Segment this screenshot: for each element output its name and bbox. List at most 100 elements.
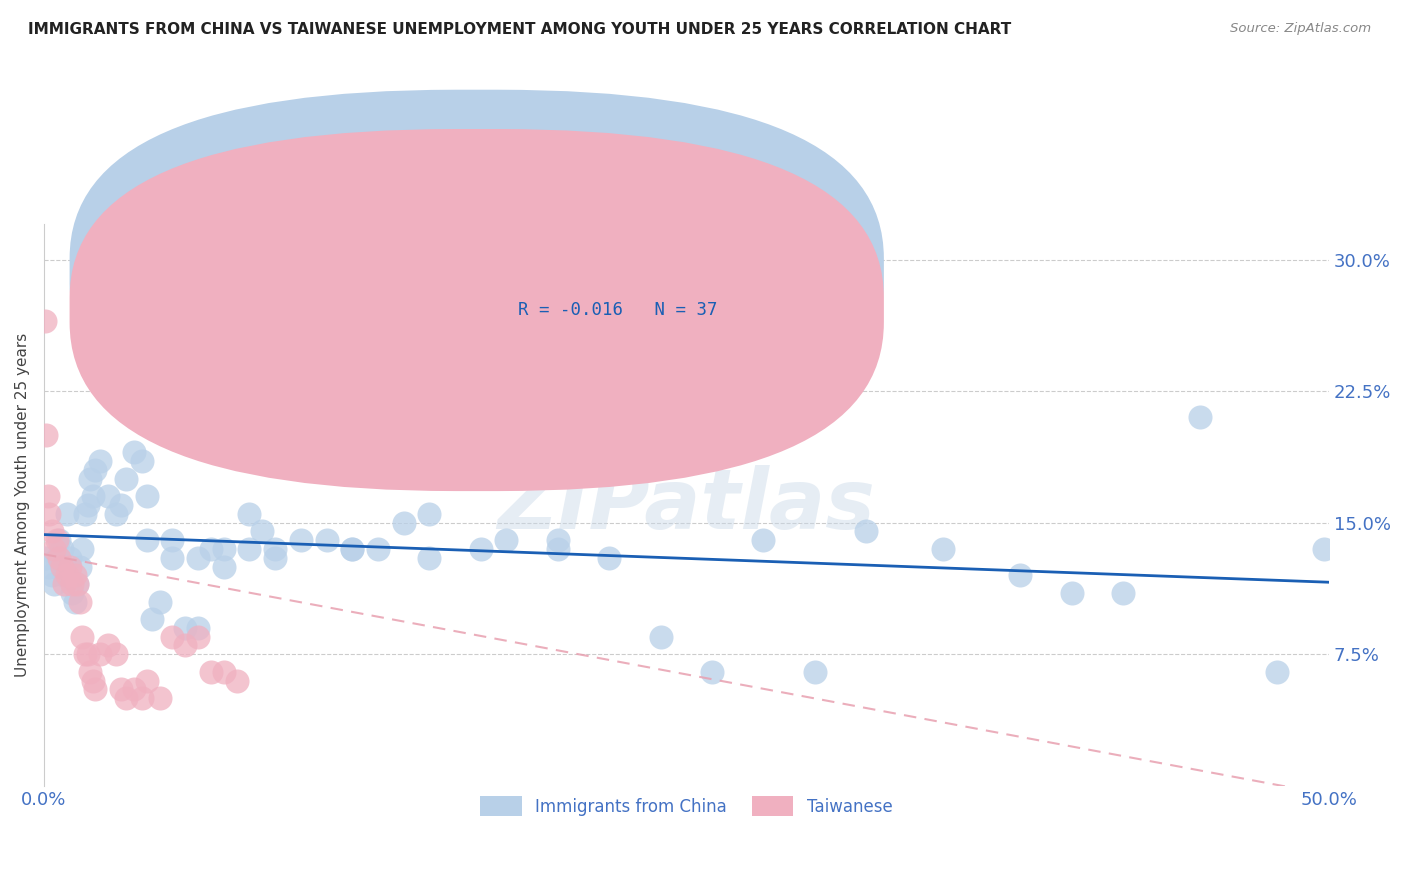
Point <box>66 577 89 591</box>
Point <box>45 550 67 565</box>
Point <box>60 586 83 600</box>
Point <box>38 507 60 521</box>
Point <box>315 533 337 548</box>
Point <box>470 541 492 556</box>
Point <box>131 691 153 706</box>
Point <box>89 454 111 468</box>
Text: R =  0.063   N = 71: R = 0.063 N = 71 <box>517 261 717 280</box>
Point <box>97 489 120 503</box>
Point <box>135 533 157 548</box>
Point <box>84 463 107 477</box>
Point <box>200 665 222 679</box>
Point <box>290 533 312 548</box>
Point <box>110 498 132 512</box>
Point <box>38 559 60 574</box>
Point <box>212 559 235 574</box>
Point <box>804 665 827 679</box>
Text: IMMIGRANTS FROM CHINA VS TAIWANESE UNEMPLOYMENT AMONG YOUTH UNDER 25 YEARS CORRE: IMMIGRANTS FROM CHINA VS TAIWANESE UNEMP… <box>28 22 1011 37</box>
Point <box>69 594 91 608</box>
Point <box>51 559 73 574</box>
Point <box>53 577 76 591</box>
Point <box>252 524 274 539</box>
Point <box>131 454 153 468</box>
Point <box>89 647 111 661</box>
Point <box>82 673 104 688</box>
Point <box>69 559 91 574</box>
Point <box>82 489 104 503</box>
Point <box>76 647 98 661</box>
Point <box>162 533 184 548</box>
Point <box>51 541 73 556</box>
Point <box>225 436 247 450</box>
Point <box>41 568 63 582</box>
Point <box>48 533 70 548</box>
Point <box>97 639 120 653</box>
Point <box>212 541 235 556</box>
Point <box>547 541 569 556</box>
Point <box>72 541 94 556</box>
Point <box>418 550 440 565</box>
Point <box>752 533 775 548</box>
Point <box>35 550 58 565</box>
Point <box>79 472 101 486</box>
Point <box>60 577 83 591</box>
Point <box>58 559 80 574</box>
FancyBboxPatch shape <box>69 129 884 491</box>
Point <box>37 489 59 503</box>
Point <box>238 507 260 521</box>
Point <box>35 428 58 442</box>
Point <box>367 541 389 556</box>
Point <box>45 533 67 548</box>
Point <box>48 550 70 565</box>
Point <box>342 541 364 556</box>
Point <box>141 612 163 626</box>
Point <box>58 550 80 565</box>
Point <box>200 541 222 556</box>
Text: Source: ZipAtlas.com: Source: ZipAtlas.com <box>1230 22 1371 36</box>
Point <box>162 630 184 644</box>
Point <box>238 541 260 556</box>
Point <box>855 524 877 539</box>
Point <box>66 577 89 591</box>
Point <box>148 594 170 608</box>
FancyBboxPatch shape <box>69 90 884 451</box>
Point <box>342 541 364 556</box>
Point <box>56 568 79 582</box>
Point <box>264 541 287 556</box>
Point <box>53 568 76 582</box>
Point <box>72 630 94 644</box>
Text: R = -0.016   N = 37: R = -0.016 N = 37 <box>517 301 717 319</box>
Point <box>34 314 56 328</box>
Point <box>104 507 127 521</box>
Point <box>162 550 184 565</box>
Point <box>1189 410 1212 425</box>
Point <box>392 516 415 530</box>
Point <box>290 376 312 390</box>
Point <box>135 489 157 503</box>
Point <box>650 630 672 644</box>
Point <box>212 665 235 679</box>
Point <box>547 533 569 548</box>
Point <box>122 682 145 697</box>
Point <box>1060 586 1083 600</box>
Point <box>700 665 723 679</box>
Point <box>122 445 145 459</box>
FancyBboxPatch shape <box>436 238 738 336</box>
Point <box>41 524 63 539</box>
Point <box>44 577 66 591</box>
Text: ZIPatlas: ZIPatlas <box>498 465 876 546</box>
Point <box>104 647 127 661</box>
Point <box>115 472 138 486</box>
Point <box>84 682 107 697</box>
Point <box>63 568 86 582</box>
Point <box>148 691 170 706</box>
Point <box>1267 665 1289 679</box>
Point <box>56 507 79 521</box>
Point <box>495 533 517 548</box>
Point <box>79 665 101 679</box>
Point <box>174 639 197 653</box>
Legend: Immigrants from China, Taiwanese: Immigrants from China, Taiwanese <box>474 789 900 822</box>
Point <box>1312 541 1334 556</box>
Point <box>264 550 287 565</box>
Point <box>44 541 66 556</box>
